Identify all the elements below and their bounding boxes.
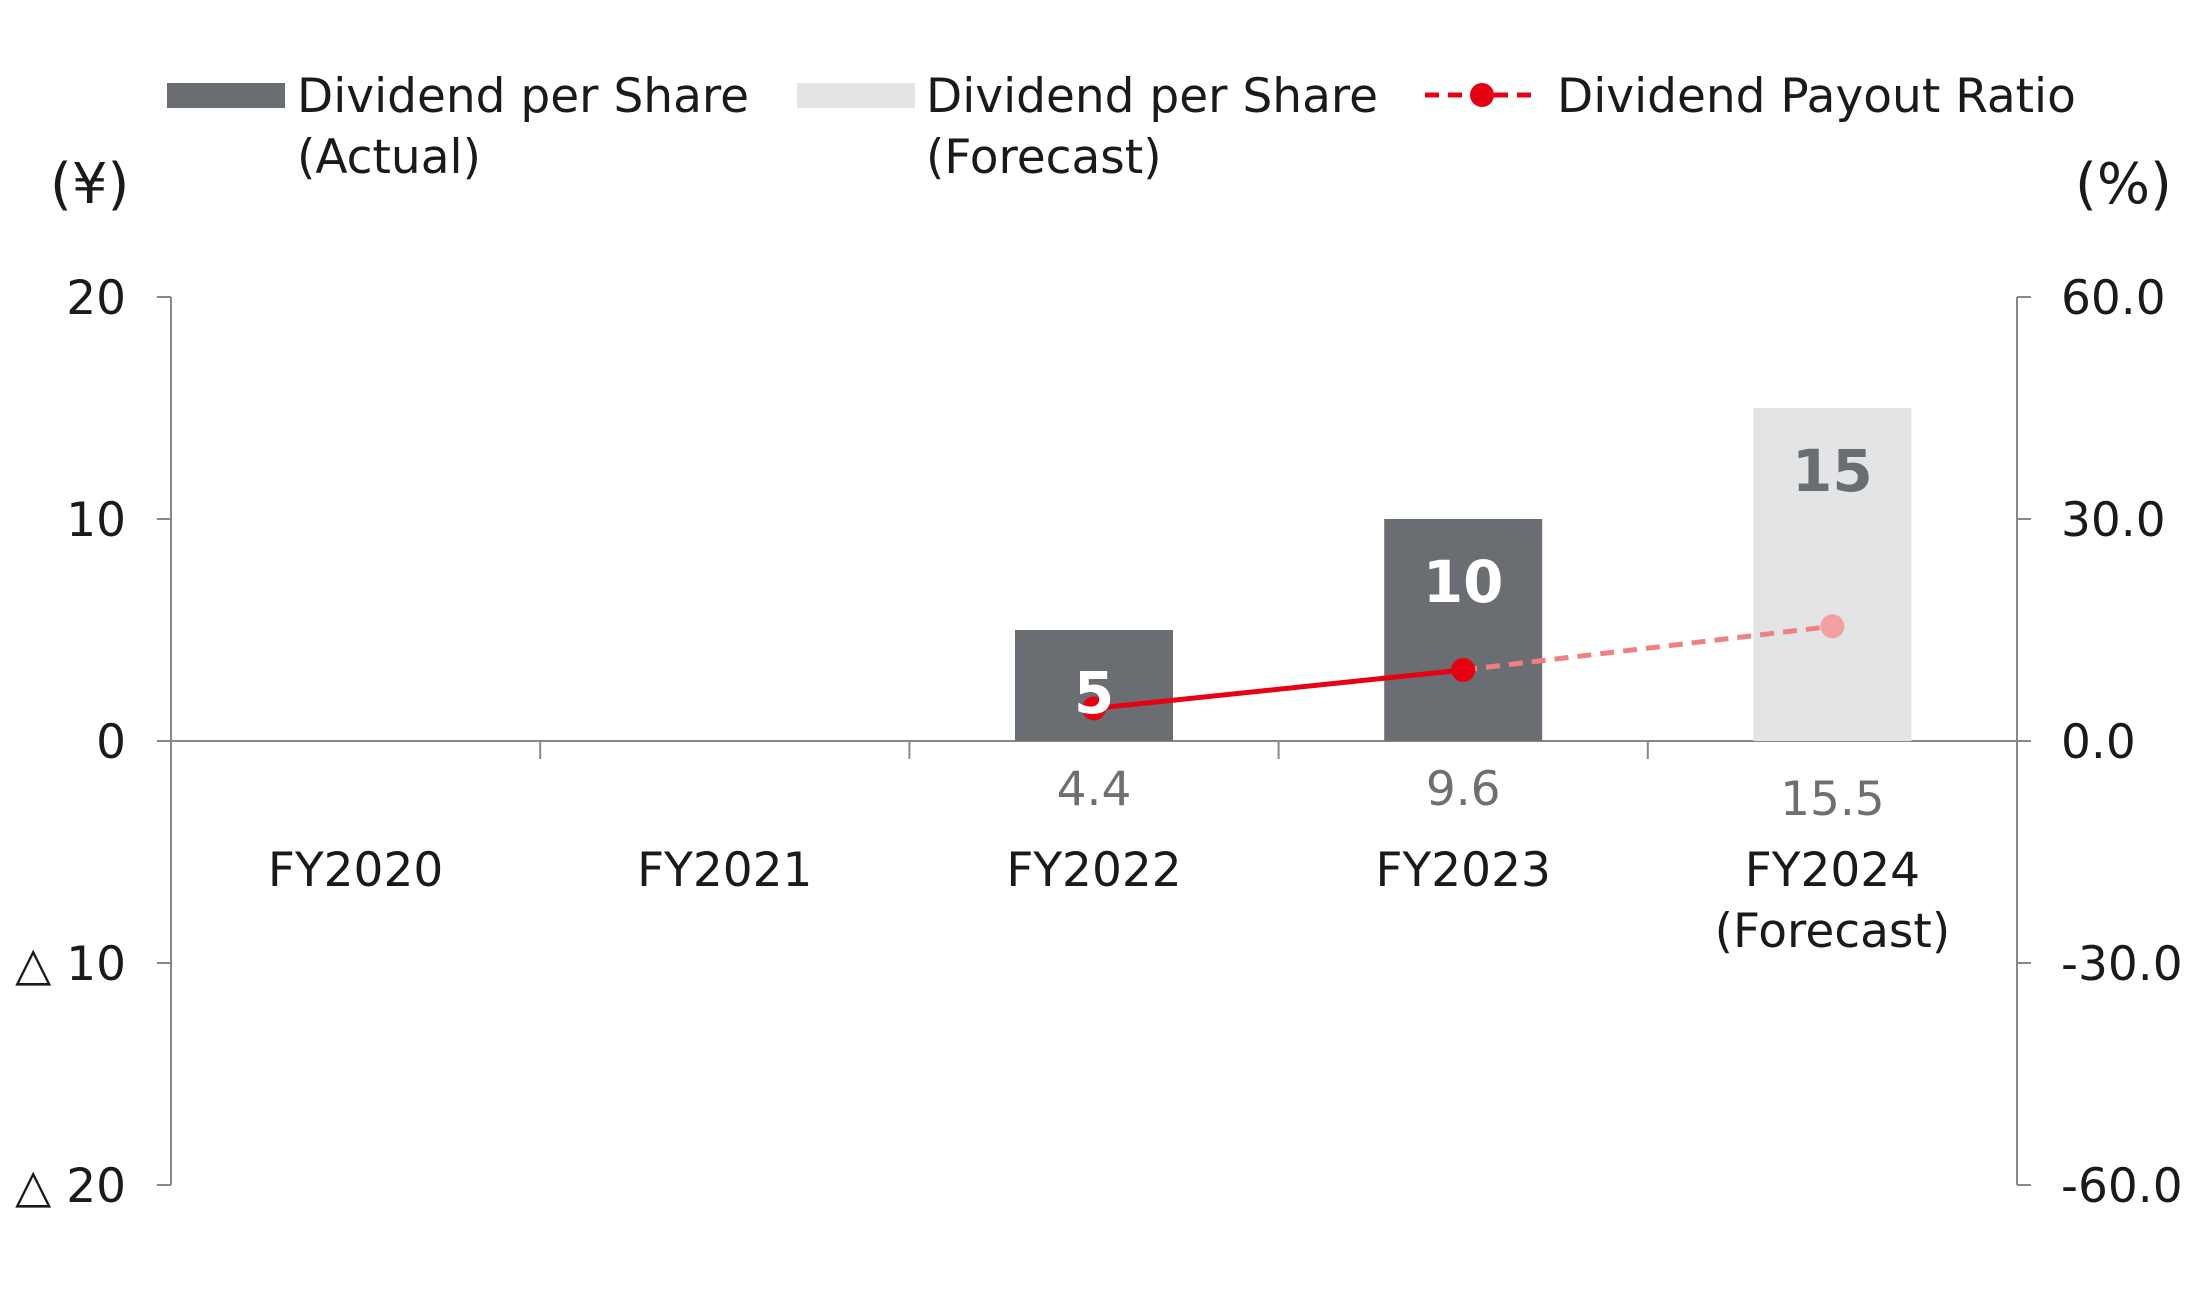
bar-actual [1015,630,1173,741]
legend-swatch-actual [167,83,285,108]
ratio-point-actual [1451,657,1476,682]
ratio-segment-forecast [1462,623,1833,673]
x-category-label: (Forecast) [1715,904,1951,959]
right-axis-tick-label: -30.0 [2061,937,2183,992]
x-category-label: FY2021 [637,843,812,898]
right-axis-tick-label: 60.0 [2061,271,2166,326]
right-axis-tick-label: 0.0 [2061,715,2136,770]
right-axis-tick-label: 30.0 [2061,493,2166,548]
axes: 20 10 0 △ 10 △ 20 60.0 30.0 0.0 -30.0 -60.0 FY2020… [15,271,2183,1214]
right-axis-unit: (%) [2075,152,2172,217]
labels: 5 10 15 4.4 9.6 15.5 [1057,437,1885,827]
legend-swatch-ratio-point [1470,83,1494,107]
legend: Dividend per Share (Actual) Dividend per… [167,69,2076,185]
left-axis-tick-label: △ 20 [15,1159,126,1214]
bar-label-actual: 10 [1423,548,1504,616]
right-axis-tick-label: -60.0 [2061,1159,2183,1214]
x-category-label: FY2020 [268,843,443,898]
legend-label-forecast-line2: (Forecast) [926,130,1162,185]
bars [1015,408,1912,741]
legend-label-actual-line1: Dividend per Share [297,69,749,124]
left-axis-tick-label: 20 [66,271,126,326]
left-axis-unit: (¥) [50,152,129,217]
legend-label-ratio: Dividend Payout Ratio [1557,69,2076,124]
left-axis-tick-label: 0 [96,715,126,770]
legend-label-forecast-line1: Dividend per Share [926,69,1378,124]
bar-label-actual: 5 [1074,659,1114,727]
x-category-label: FY2023 [1376,843,1551,898]
bar-forecast [1753,408,1912,741]
ratio-segment-actual [1093,667,1464,711]
legend-label-actual-line2: (Actual) [297,130,481,185]
ratio-lines [1082,614,1845,721]
bar-actual [1384,519,1543,741]
ratio-value-label: 9.6 [1426,762,1501,817]
ratio-value-label: 15.5 [1780,772,1885,827]
legend-swatch-forecast [797,83,915,108]
ratio-point-forecast [1820,614,1845,639]
left-axis-tick-label: 10 [66,493,126,548]
bar-label-forecast: 15 [1792,437,1873,505]
x-category-label: FY2024 [1745,843,1920,898]
ratio-value-label: 4.4 [1057,762,1132,817]
left-axis-tick-label: △ 10 [15,937,126,992]
ratio-point-actual [1082,696,1106,721]
x-category-label: FY2022 [1006,843,1181,898]
